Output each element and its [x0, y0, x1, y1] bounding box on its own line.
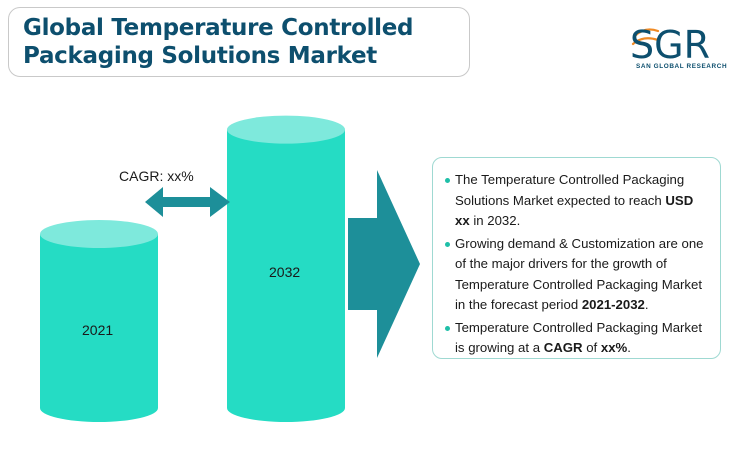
- right-arrow-shape: [348, 170, 420, 358]
- bar-label-2032: 2032: [269, 264, 300, 280]
- cagr-label: CAGR: xx%: [119, 168, 194, 184]
- info-bullet-run: Temperature Controlled Packaging Market …: [455, 319, 703, 356]
- info-bullet-run: The Temperature Controlled Packaging Sol…: [455, 172, 685, 208]
- cagr-arrow-shape: [145, 187, 230, 217]
- info-bullet-run: xx%: [600, 340, 628, 355]
- info-bullet-2: Growing demand & Customization are one o…: [445, 234, 710, 316]
- cagr-double-arrow: [145, 187, 230, 217]
- bar-2032: 2032: [227, 115, 345, 422]
- info-bullet-run: of: [582, 340, 601, 355]
- bar-body-2032: [227, 129, 345, 422]
- info-bullet-run: Growing demand & Customization are one o…: [455, 235, 704, 313]
- info-bullet-run: USD xx: [455, 192, 694, 229]
- sgr-logo: SGR SAN GLOBAL RESEARCH: [628, 22, 728, 74]
- title-box: Global Temperature Controlled Packaging …: [8, 7, 470, 77]
- bars-group: 2021 2032: [40, 115, 345, 422]
- page-title-line-2: Packaging Solutions Market: [23, 43, 378, 69]
- info-bullet-run: CAGR: [543, 340, 583, 355]
- logo-subtitle: SAN GLOBAL RESEARCH: [636, 63, 728, 70]
- info-bullet-run: .: [627, 340, 631, 355]
- sgr-logo-mark: SGR: [630, 23, 710, 62]
- bar-body-2021: [40, 234, 158, 422]
- bar-top-2021: [40, 220, 158, 248]
- bar-2021: 2021: [40, 220, 158, 422]
- info-bullet-1: The Temperature Controlled Packaging Sol…: [445, 170, 710, 232]
- info-box: The Temperature Controlled Packaging Sol…: [432, 157, 721, 359]
- page-title-line-1: Global Temperature Controlled: [23, 15, 414, 41]
- big-right-arrow: [348, 170, 420, 358]
- logo-text: SGR: [630, 23, 710, 62]
- info-bullet-run: .: [644, 297, 649, 312]
- logo-swoosh-bottom: [631, 37, 660, 46]
- info-bullet-run: in 2032.: [469, 213, 521, 228]
- bar-top-2032: [227, 115, 345, 144]
- logo-swoosh-top: [632, 28, 660, 39]
- bar-label-2021: 2021: [82, 322, 113, 338]
- info-bullet-3: Temperature Controlled Packaging Market …: [445, 318, 710, 359]
- info-bullet-run: 2021-2032: [581, 297, 645, 312]
